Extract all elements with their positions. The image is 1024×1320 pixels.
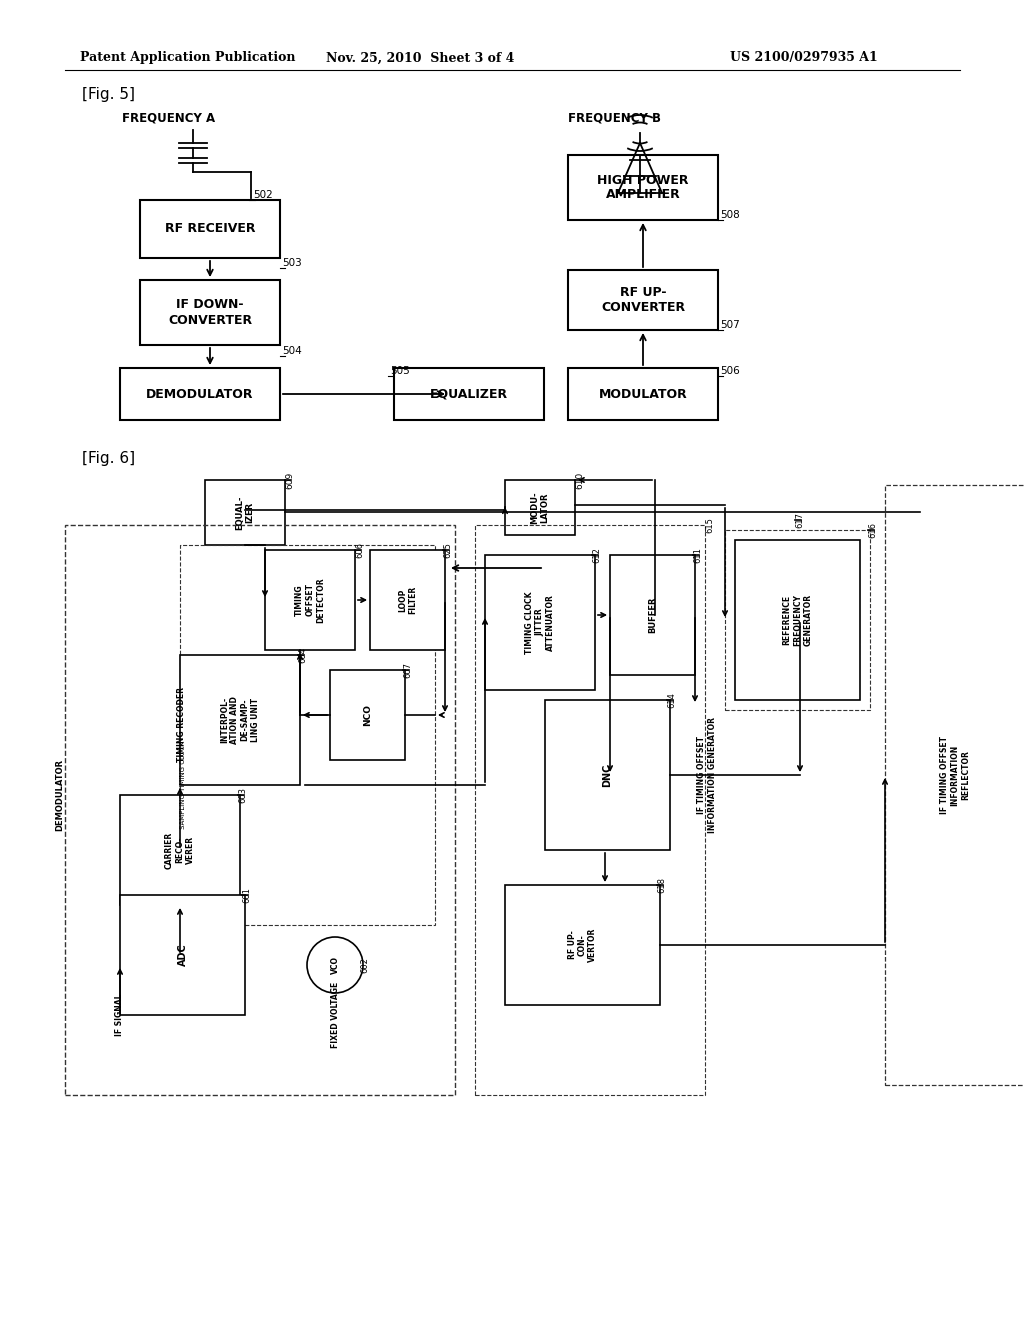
Text: EQUALIZER: EQUALIZER	[430, 388, 508, 400]
Text: LOOP
FILTER: LOOP FILTER	[397, 586, 417, 614]
Text: 603: 603	[239, 787, 248, 803]
Bar	[505, 480, 575, 535]
Bar	[735, 540, 860, 700]
Text: DEMODULATOR: DEMODULATOR	[146, 388, 254, 400]
Text: 617: 617	[796, 512, 805, 528]
Bar	[120, 795, 240, 906]
Text: IF SIGNAL: IF SIGNAL	[116, 994, 125, 1036]
Text: 508: 508	[720, 210, 739, 220]
Text: 616: 616	[868, 521, 878, 539]
Text: 611: 611	[693, 546, 702, 562]
Bar	[485, 554, 595, 690]
Text: 606: 606	[355, 543, 365, 558]
Text: MODU-
LATOR: MODU- LATOR	[530, 491, 550, 524]
Bar	[610, 554, 695, 675]
Bar	[505, 884, 660, 1005]
Text: 507: 507	[720, 319, 739, 330]
Text: NCO: NCO	[362, 704, 372, 726]
Text: TIMING
OFFSET
DETECTOR: TIMING OFFSET DETECTOR	[295, 577, 325, 623]
Text: 604: 604	[299, 647, 307, 663]
Text: TIMING CLOCK
JITTER
ATTENUATOR: TIMING CLOCK JITTER ATTENUATOR	[525, 591, 555, 653]
Text: 607: 607	[403, 663, 413, 678]
Text: 618: 618	[657, 876, 667, 894]
Text: SAMPLING TIMING CLOCK: SAMPLING TIMING CLOCK	[180, 741, 186, 829]
Bar	[180, 655, 300, 785]
Text: ADC: ADC	[177, 944, 187, 966]
Text: TIMING RECODER: TIMING RECODER	[176, 688, 185, 763]
Text: 612: 612	[593, 546, 601, 562]
Text: MODULATOR: MODULATOR	[599, 388, 687, 400]
Bar	[65, 525, 455, 1096]
Text: Patent Application Publication: Patent Application Publication	[80, 51, 296, 65]
Text: RF UP-
CON-
VERTOR: RF UP- CON- VERTOR	[567, 928, 597, 962]
Text: 614: 614	[668, 692, 677, 708]
Text: RF UP-
CONVERTER: RF UP- CONVERTER	[601, 286, 685, 314]
Bar	[140, 280, 280, 345]
Text: 502: 502	[253, 190, 272, 201]
Text: FREQUENCY B: FREQUENCY B	[568, 111, 662, 124]
Bar	[725, 531, 870, 710]
Bar	[370, 550, 445, 649]
Text: 625: 625	[443, 543, 453, 558]
Bar	[568, 368, 718, 420]
Text: 506: 506	[720, 366, 739, 376]
Bar	[265, 550, 355, 649]
Bar	[140, 201, 280, 257]
Text: IF TIMING OFFSET
INFORMATION GENERATOR: IF TIMING OFFSET INFORMATION GENERATOR	[697, 717, 717, 833]
Bar	[475, 525, 705, 1096]
Text: VCO: VCO	[331, 956, 340, 974]
Text: INTERPOL-
ATION AND
DE-SAMP-
LING UNIT: INTERPOL- ATION AND DE-SAMP- LING UNIT	[220, 696, 260, 744]
Text: EQUAL-
IZER: EQUAL- IZER	[236, 495, 255, 529]
Text: CARRIER
RECO-
VERER: CARRIER RECO- VERER	[165, 832, 195, 869]
Bar	[885, 484, 1024, 1085]
Bar	[568, 154, 718, 220]
Bar	[120, 368, 280, 420]
Bar	[205, 480, 285, 545]
Text: 615: 615	[706, 517, 715, 533]
Text: 602: 602	[360, 957, 370, 973]
Text: HIGH POWER
AMPLIFIER: HIGH POWER AMPLIFIER	[597, 173, 689, 202]
Text: 503: 503	[282, 257, 302, 268]
Text: IF DOWN-
CONVERTER: IF DOWN- CONVERTER	[168, 298, 252, 326]
Text: US 2100/0297935 A1: US 2100/0297935 A1	[730, 51, 878, 65]
Text: [Fig. 5]: [Fig. 5]	[82, 87, 135, 103]
Text: [Fig. 6]: [Fig. 6]	[82, 450, 135, 466]
Text: Nov. 25, 2010  Sheet 3 of 4: Nov. 25, 2010 Sheet 3 of 4	[326, 51, 514, 65]
Text: RF RECEIVER: RF RECEIVER	[165, 223, 255, 235]
Bar	[545, 700, 670, 850]
Bar	[568, 271, 718, 330]
Bar	[394, 368, 544, 420]
Bar	[120, 895, 245, 1015]
Text: REFERENCE
FREQUENCY
GENERATOR: REFERENCE FREQUENCY GENERATOR	[782, 594, 812, 645]
Circle shape	[307, 937, 362, 993]
Text: 609: 609	[286, 471, 295, 488]
Text: DNC: DNC	[602, 763, 612, 787]
Bar	[180, 545, 435, 925]
Bar	[330, 671, 406, 760]
Text: 610: 610	[575, 471, 585, 488]
Text: DEMODULATOR: DEMODULATOR	[55, 759, 65, 832]
Text: 504: 504	[282, 346, 302, 356]
Text: FREQUENCY A: FREQUENCY A	[122, 111, 215, 124]
Text: 505: 505	[390, 366, 410, 376]
Text: IF TIMING OFFSET
INFORMATION
REFLECTOR: IF TIMING OFFSET INFORMATION REFLECTOR	[940, 737, 970, 814]
Text: 601: 601	[243, 887, 252, 903]
Text: FIXED VOLTAGE: FIXED VOLTAGE	[331, 982, 340, 1048]
Text: BUFFER: BUFFER	[648, 597, 657, 634]
